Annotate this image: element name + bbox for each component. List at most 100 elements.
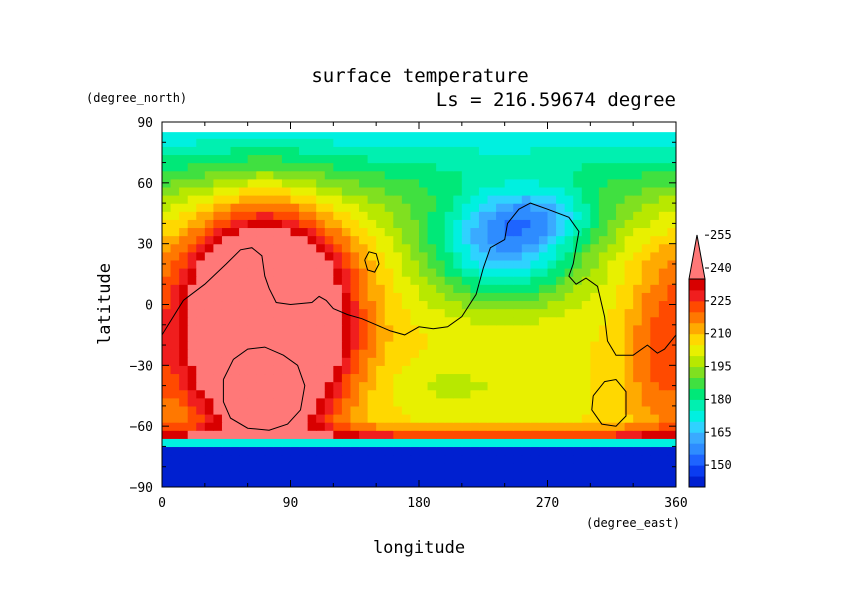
field-cell <box>624 381 634 391</box>
field-cell <box>547 219 557 229</box>
field-cell <box>170 478 180 487</box>
field-cell <box>461 414 471 423</box>
field-cell <box>239 284 249 293</box>
field-cell <box>281 389 292 399</box>
field-cell <box>556 154 566 164</box>
field-cell <box>513 365 523 375</box>
field-cell <box>538 243 549 253</box>
field-cell <box>530 365 540 375</box>
field-cell <box>359 341 369 350</box>
field-cell <box>478 341 489 350</box>
field-cell <box>187 227 197 237</box>
field-cell <box>316 405 326 415</box>
field-cell <box>658 154 669 164</box>
field-cell <box>204 430 214 439</box>
field-cell <box>521 357 531 366</box>
field-cell <box>401 470 412 480</box>
field-cell <box>264 138 274 147</box>
field-cell <box>478 138 489 147</box>
field-cell <box>341 389 352 399</box>
field-cell <box>478 478 489 487</box>
field-cell <box>187 186 197 196</box>
field-cell <box>367 170 377 180</box>
field-cell <box>359 235 369 245</box>
field-cell <box>204 438 214 448</box>
field-cell <box>367 422 377 431</box>
field-cell <box>427 470 437 480</box>
field-cell <box>453 381 463 391</box>
field-cell <box>444 438 454 448</box>
field-cell <box>221 195 232 204</box>
field-cell <box>624 203 634 212</box>
field-cell <box>410 162 420 172</box>
colorbar-swatch <box>689 289 705 302</box>
field-cell <box>247 259 257 269</box>
field-cell <box>247 130 257 139</box>
field-cell <box>213 373 223 383</box>
field-cell <box>196 300 206 310</box>
x-tick-labels: 0 90 180 270 360 <box>158 496 688 511</box>
field-cell <box>307 219 317 229</box>
field-cell <box>170 284 180 293</box>
field-cell <box>187 397 197 407</box>
field-cell <box>573 324 583 334</box>
field-cell <box>341 397 352 407</box>
field-cell <box>204 470 214 480</box>
field-cell <box>333 478 343 487</box>
field-cell <box>307 324 317 334</box>
field-cell <box>478 300 489 310</box>
field-cell <box>667 138 676 147</box>
field-cell <box>453 324 463 334</box>
field-cell <box>470 251 480 261</box>
field-cell <box>624 186 634 196</box>
field-cell <box>281 268 292 277</box>
field-cell <box>393 268 403 277</box>
field-cell <box>513 308 523 318</box>
field-cell <box>521 268 531 277</box>
field-cell <box>367 430 377 439</box>
field-cell <box>213 300 223 310</box>
field-cell <box>359 349 369 358</box>
field-cell <box>162 397 172 407</box>
field-cell <box>658 276 669 285</box>
field-cell <box>179 373 189 383</box>
field-cell <box>598 454 609 464</box>
field-cell <box>367 405 377 415</box>
field-cell <box>213 462 223 472</box>
field-cell <box>658 332 669 342</box>
field-cell <box>204 414 214 423</box>
field-cell <box>239 259 249 269</box>
field-cell <box>350 146 360 156</box>
field-cell <box>444 389 454 399</box>
field-cell <box>564 203 574 212</box>
field-cell <box>333 203 343 212</box>
field-cell <box>221 227 232 237</box>
field-cell <box>256 203 266 212</box>
field-cell <box>376 195 386 204</box>
field-cell <box>427 170 437 180</box>
field-cell <box>333 462 343 472</box>
field-cell <box>290 235 300 245</box>
field-cell <box>616 365 626 375</box>
field-cell <box>299 324 309 334</box>
field-cell <box>384 243 394 253</box>
field-cell <box>598 341 609 350</box>
field-cell <box>187 422 197 431</box>
field-cell <box>256 170 266 180</box>
field-cell <box>461 146 471 156</box>
field-cell <box>162 373 172 383</box>
field-cell <box>547 381 557 391</box>
field-cell <box>650 357 660 366</box>
field-cell <box>547 154 557 164</box>
field-cell <box>530 381 540 391</box>
field-cell <box>230 178 240 188</box>
field-cell <box>547 389 557 399</box>
field-cell <box>376 414 386 423</box>
field-cell <box>187 146 197 156</box>
field-cell <box>367 357 377 366</box>
field-cell <box>607 414 617 423</box>
field-cell <box>230 211 240 220</box>
field-cell <box>264 259 274 269</box>
field-cell <box>658 324 669 334</box>
field-cell <box>333 138 343 147</box>
